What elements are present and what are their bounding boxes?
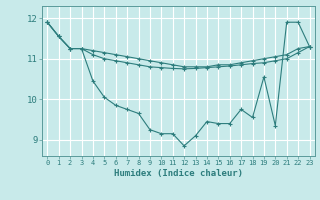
X-axis label: Humidex (Indice chaleur): Humidex (Indice chaleur) [114,169,243,178]
